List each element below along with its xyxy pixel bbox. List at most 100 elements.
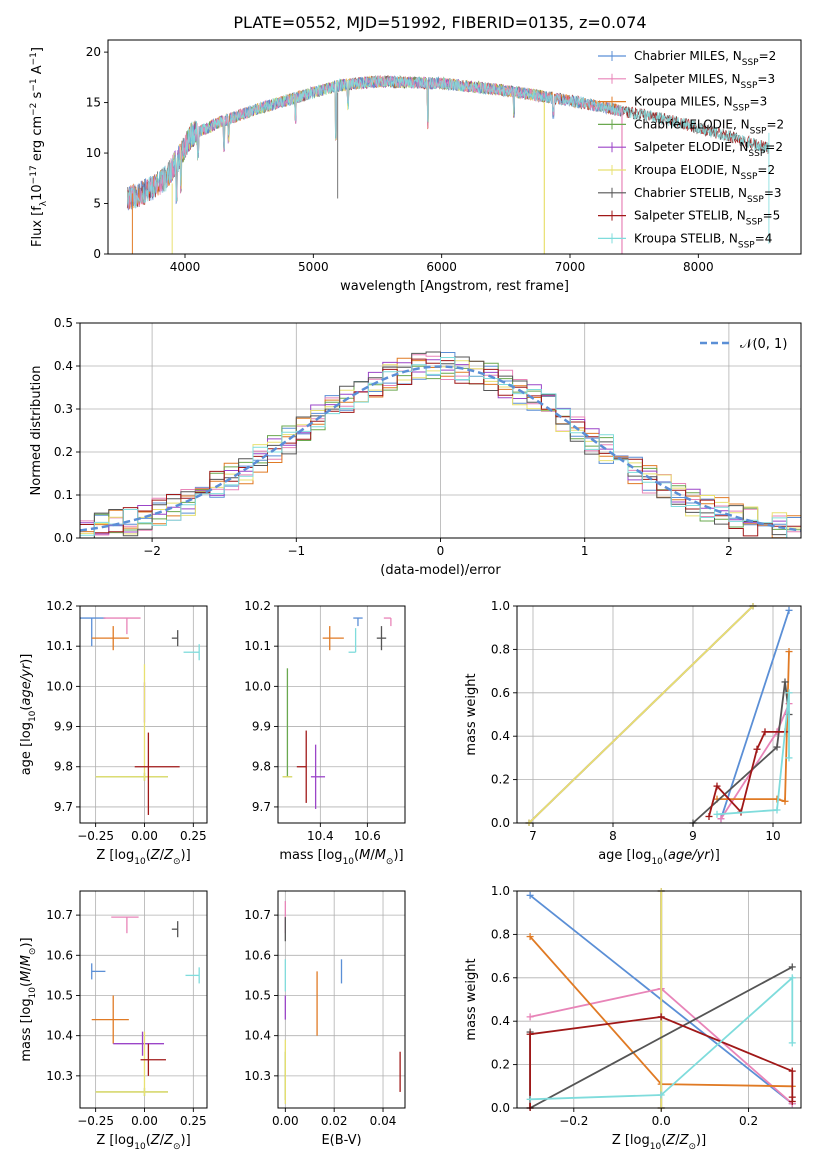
weight-line [692,681,790,824]
y-tick-label: 0.2 [54,445,73,459]
legend-sub: SSP [741,81,758,91]
legend-label: Kroupa STELIB, NSSP=4 [634,231,772,250]
x-axis-label-part: age/yr [668,848,711,863]
x-tick-label: 0.25 [180,829,207,843]
y-tick-label: 10.0 [244,679,271,693]
legend-model: Chabrier ELODIE, N [634,117,750,131]
x-axis-label-part: 10 [650,1142,662,1152]
legend-value: =2 [759,49,777,63]
y-axis-label-part: erg cm [30,116,45,165]
y-axis-label-part: M [19,955,34,966]
y-tick-label: 9.9 [54,720,73,734]
weight-line [530,975,794,1101]
legend-model: Chabrier STELIB, N [634,186,747,200]
y-axis-label-part: / [19,966,34,971]
legend-value: =3 [757,72,775,86]
legend-sub: SSP [733,104,750,114]
x-tick-label: 8000 [683,260,714,274]
x-tick-label: 0 [437,544,445,558]
x-tick-label: 8 [609,829,617,843]
x-tick-label: 9 [689,829,697,843]
y-tick-label: 10.1 [46,639,73,653]
y-tick-label: 0.2 [491,773,510,787]
y-axis-label: mass weight [464,673,479,755]
legend-value: =5 [763,209,781,223]
legend-label: Kroupa ELODIE, NSSP=2 [634,163,775,182]
x-tick-label: 2 [725,544,733,558]
errorbar-point [113,1031,165,1056]
y-axis-label-part: 10 [28,710,38,722]
x-tick-label: 0.25 [180,1114,207,1128]
x-axis-label-part: Z [log [96,848,134,863]
y-tick-label: 10.4 [244,1029,271,1043]
x-axis-label-part: ⊙ [173,1142,181,1152]
y-tick-label: 10.3 [46,1069,73,1083]
y-tick-label: 15 [86,96,101,110]
legend-sub: SSP [738,240,755,250]
x-axis-label-part: 10 [134,857,146,867]
y-tick-label: 10.0 [46,679,73,693]
x-tick-label: 1 [581,544,589,558]
legend-sub: SSP [748,149,765,159]
legend-value: =2 [766,117,784,131]
spectrum-chart: 4000 5000 6000 7000 8000 0 5 10 15 20 wavelength [… [29,39,802,294]
x-axis-label-part: / [675,1133,680,1148]
y-axis-label-part: ( [19,706,34,711]
x-axis-label-part: / [160,848,165,863]
x-tick-label: 0.0 [652,1114,671,1128]
x-tick-label: 6000 [426,260,457,274]
y-axis-label-part: 10 [30,184,45,201]
y-axis-label-part: )] [19,937,34,947]
y-tick-label: 0.3 [54,402,73,416]
y-axis-label-part: Normed distribution [29,366,44,496]
errorbar-point [282,668,293,778]
x-tick-label: 0.2 [739,1114,758,1128]
y-axis-label-part: mass weight [464,673,479,755]
x-axis-label-part: Z [150,1133,161,1148]
legend-label: Kroupa MILES, NSSP=3 [634,95,767,114]
axes-frame [516,605,802,824]
errorbar-point [95,1031,168,1096]
errorbar-point [140,1043,166,1076]
errorbar-point [80,617,106,647]
x-axis-label-part: ( [663,848,668,863]
x-tick-label: 0.00 [131,829,158,843]
residuals-legend: 𝒩(0, 1) [700,337,787,352]
y-tick-label: 9.7 [54,800,73,814]
y-axis-label-part: 10 [28,987,38,999]
y-tick-label: 10.6 [46,948,73,962]
weight-vs-Z-chart: −0.2 0.0 0.20.00.20.40.60.81.0Z [log10(Z/Z… [464,884,802,1152]
y-axis-label-part: A [30,65,45,78]
residuals-bars [80,351,801,538]
x-tick-label: 0.02 [321,1114,348,1128]
legend-value: =2 [757,163,775,177]
x-axis-label-part: Z [665,1133,676,1148]
legend-value: =2 [765,140,783,154]
y-tick-label: 10.2 [46,599,73,613]
errorbar-point [91,626,129,651]
age-vs-Z-chart: −0.25 0.00 0.25 9.7 9.8 9.9 10.0 10.1 10.2 Z [log… [19,599,208,867]
y-tick-label: 10.1 [244,639,271,653]
x-axis-label: mass [log10(M/M⊙)] [279,848,403,867]
legend-sub: SSP [747,195,764,205]
x-axis-label: (data-model)/error [380,563,501,578]
x-axis-label-part: ( [146,848,151,863]
errorbar-point [322,626,344,651]
y-tick-label: 0.4 [54,359,73,373]
residuals-chart: −2 −1 0 1 2 0.0 0.1 0.2 0.3 0.4 0.5 (data-model)/er… [29,316,802,578]
x-axis-label-part: Z [679,1133,690,1148]
x-axis-label-part: wavelength [Angstrom, rest frame] [340,279,569,294]
y-tick-label: 0.8 [491,927,510,941]
errorbar-point [376,626,387,651]
x-axis-label-part: ( [146,1133,151,1148]
y-tick-label: 0.6 [491,686,510,700]
y-axis-label-part: ( [19,982,34,987]
x-tick-label: 10.6 [354,829,381,843]
y-axis-label-part: )] [19,654,34,664]
y-tick-label: 10.5 [46,988,73,1002]
x-axis-label-part: )] [696,1133,706,1148]
weight-vs-Z-series [526,888,796,1111]
errorbar-point [353,617,363,627]
